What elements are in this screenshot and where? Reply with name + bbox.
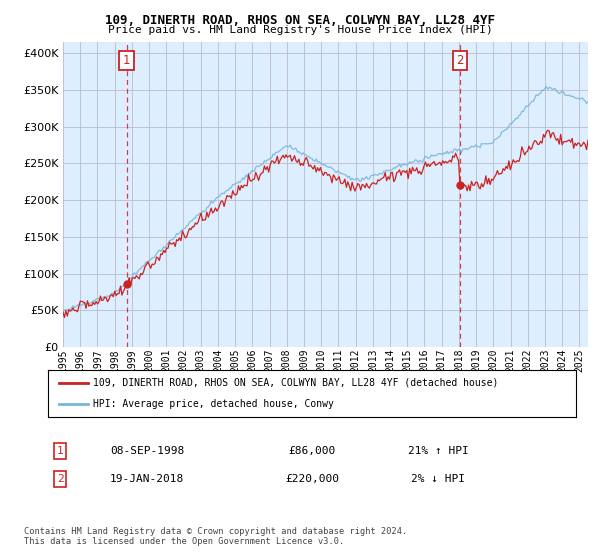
Text: Contains HM Land Registry data © Crown copyright and database right 2024.
This d: Contains HM Land Registry data © Crown c… xyxy=(24,526,407,546)
Text: HPI: Average price, detached house, Conwy: HPI: Average price, detached house, Conw… xyxy=(93,399,334,409)
Text: 2% ↓ HPI: 2% ↓ HPI xyxy=(411,474,465,484)
Text: 19-JAN-2018: 19-JAN-2018 xyxy=(110,474,184,484)
Text: 1: 1 xyxy=(56,446,64,456)
Text: 109, DINERTH ROAD, RHOS ON SEA, COLWYN BAY, LL28 4YF (detached house): 109, DINERTH ROAD, RHOS ON SEA, COLWYN B… xyxy=(93,378,498,388)
Text: 08-SEP-1998: 08-SEP-1998 xyxy=(110,446,184,456)
Text: £86,000: £86,000 xyxy=(289,446,335,456)
Text: 109, DINERTH ROAD, RHOS ON SEA, COLWYN BAY, LL28 4YF: 109, DINERTH ROAD, RHOS ON SEA, COLWYN B… xyxy=(105,14,495,27)
Text: 2: 2 xyxy=(456,54,464,67)
Text: 2: 2 xyxy=(56,474,64,484)
Text: 1: 1 xyxy=(123,54,130,67)
Text: Price paid vs. HM Land Registry's House Price Index (HPI): Price paid vs. HM Land Registry's House … xyxy=(107,25,493,35)
Text: £220,000: £220,000 xyxy=(285,474,339,484)
Text: 21% ↑ HPI: 21% ↑ HPI xyxy=(407,446,469,456)
